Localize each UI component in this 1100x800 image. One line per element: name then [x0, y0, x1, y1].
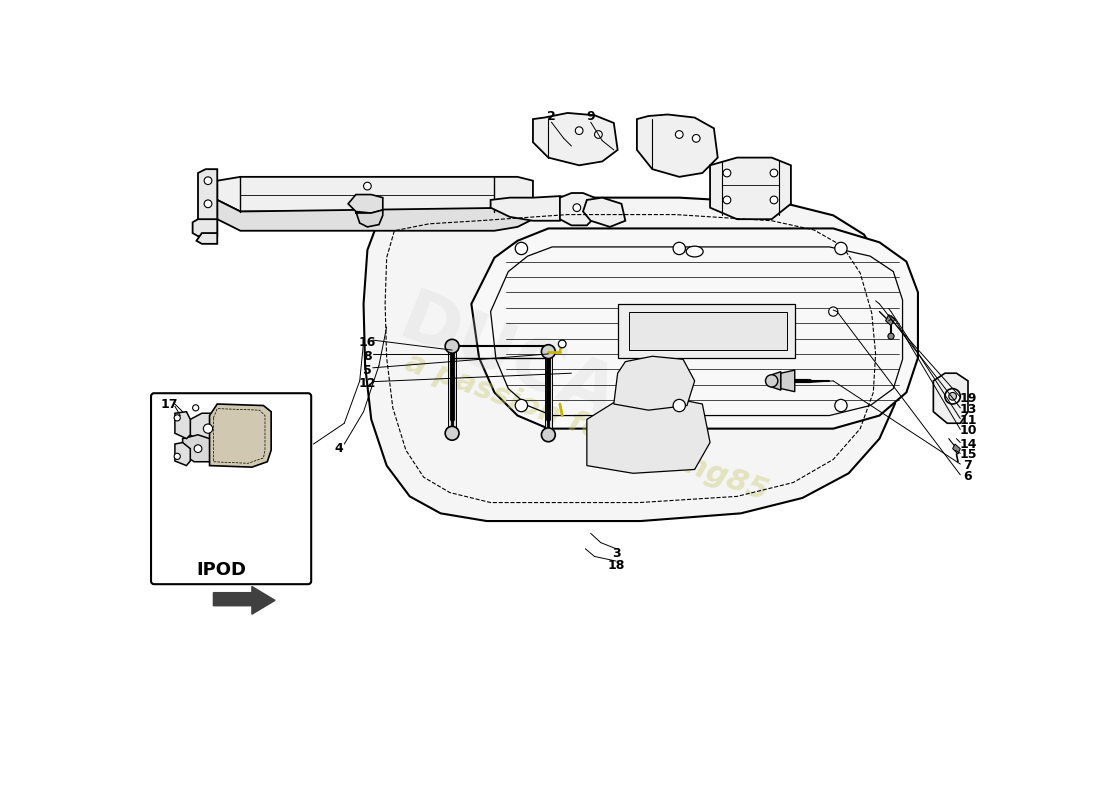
Text: 11: 11: [959, 414, 977, 426]
Circle shape: [723, 196, 730, 204]
Text: a passion for racing85: a passion for racing85: [402, 348, 772, 506]
Circle shape: [888, 333, 894, 339]
Polygon shape: [175, 442, 190, 466]
Circle shape: [573, 204, 581, 211]
Circle shape: [770, 169, 778, 177]
Text: DUCATI: DUCATI: [389, 286, 692, 461]
Polygon shape: [583, 198, 625, 227]
Polygon shape: [886, 314, 895, 326]
Text: 18: 18: [607, 559, 625, 572]
Polygon shape: [472, 229, 917, 429]
FancyBboxPatch shape: [151, 394, 311, 584]
Circle shape: [446, 426, 459, 440]
Polygon shape: [711, 158, 791, 219]
Polygon shape: [587, 396, 711, 474]
Text: 3: 3: [612, 547, 620, 560]
Polygon shape: [192, 219, 218, 236]
Circle shape: [541, 428, 556, 442]
Text: 19: 19: [959, 392, 977, 405]
Circle shape: [446, 339, 459, 353]
Text: 10: 10: [959, 425, 977, 438]
Polygon shape: [534, 113, 618, 166]
Polygon shape: [560, 193, 594, 226]
Text: 4: 4: [334, 442, 343, 455]
Circle shape: [205, 177, 212, 185]
Polygon shape: [953, 444, 960, 454]
Circle shape: [559, 340, 566, 348]
Circle shape: [541, 345, 556, 358]
Circle shape: [673, 399, 685, 412]
Polygon shape: [933, 373, 968, 423]
Polygon shape: [348, 194, 383, 213]
Text: 5: 5: [363, 364, 372, 377]
Polygon shape: [183, 435, 213, 462]
Circle shape: [204, 424, 212, 434]
Polygon shape: [218, 200, 534, 230]
Circle shape: [770, 196, 778, 204]
Circle shape: [673, 242, 685, 254]
Polygon shape: [449, 350, 455, 427]
Text: 12: 12: [359, 378, 376, 390]
Circle shape: [835, 242, 847, 254]
Text: 13: 13: [959, 403, 977, 416]
Text: 6: 6: [964, 470, 972, 483]
Polygon shape: [637, 114, 717, 177]
Circle shape: [948, 393, 957, 400]
Circle shape: [575, 126, 583, 134]
Circle shape: [595, 130, 603, 138]
Polygon shape: [190, 414, 224, 444]
Circle shape: [723, 169, 730, 177]
Circle shape: [174, 414, 180, 421]
Polygon shape: [197, 233, 218, 244]
Ellipse shape: [686, 246, 703, 257]
Polygon shape: [544, 354, 552, 432]
Polygon shape: [363, 198, 899, 521]
Text: IPOD: IPOD: [196, 561, 246, 578]
Text: 2: 2: [547, 110, 556, 123]
Circle shape: [363, 182, 372, 190]
Circle shape: [692, 134, 700, 142]
Circle shape: [945, 389, 960, 404]
Circle shape: [766, 374, 778, 387]
Text: 17: 17: [161, 398, 178, 410]
Text: 16: 16: [359, 336, 376, 349]
Text: 15: 15: [959, 448, 977, 462]
Polygon shape: [356, 210, 383, 227]
Circle shape: [205, 200, 212, 208]
Circle shape: [195, 445, 202, 453]
Circle shape: [828, 307, 838, 316]
Polygon shape: [781, 370, 794, 392]
Polygon shape: [629, 311, 788, 350]
Circle shape: [515, 242, 528, 254]
Text: 8: 8: [363, 350, 372, 362]
Polygon shape: [198, 169, 218, 230]
Polygon shape: [218, 177, 534, 211]
Text: 7: 7: [964, 459, 972, 472]
Circle shape: [192, 405, 199, 411]
Circle shape: [675, 130, 683, 138]
Circle shape: [515, 399, 528, 412]
Polygon shape: [491, 196, 580, 221]
Circle shape: [835, 399, 847, 412]
Polygon shape: [213, 586, 275, 614]
Text: 9: 9: [586, 110, 595, 123]
Circle shape: [174, 454, 180, 459]
Polygon shape: [209, 404, 271, 467]
Polygon shape: [772, 372, 781, 390]
Text: 1: 1: [304, 442, 312, 455]
Polygon shape: [175, 412, 190, 438]
Text: 14: 14: [959, 438, 977, 450]
Polygon shape: [614, 356, 695, 410]
Polygon shape: [618, 304, 794, 358]
